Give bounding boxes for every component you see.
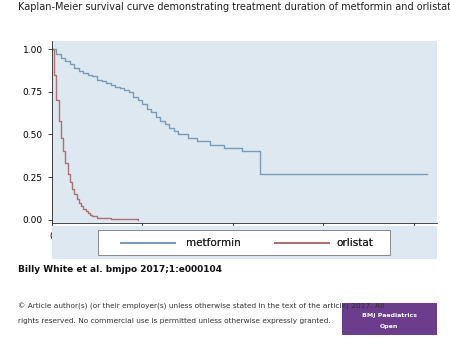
Text: orlistat: orlistat: [337, 238, 374, 247]
X-axis label: Drug duration (months): Drug duration (months): [182, 245, 306, 255]
Text: Billy White et al. bmjpo 2017;1:e000104: Billy White et al. bmjpo 2017;1:e000104: [18, 265, 222, 274]
Text: © Article author(s) (or their employer(s) unless otherwise stated in the text of: © Article author(s) (or their employer(s…: [18, 303, 384, 310]
Text: rights reserved. No commercial use is permitted unless otherwise expressly grant: rights reserved. No commercial use is pe…: [18, 318, 331, 324]
Text: Open: Open: [380, 324, 398, 329]
Bar: [98, 230, 390, 256]
Text: orlistat: orlistat: [337, 238, 374, 247]
Text: metformin: metformin: [186, 238, 241, 247]
Text: metformin: metformin: [186, 238, 241, 247]
Text: Kaplan-Meier survival curve demonstrating treatment duration of metformin and or: Kaplan-Meier survival curve demonstratin…: [18, 2, 450, 12]
Text: BMJ Paediatrics: BMJ Paediatrics: [362, 313, 417, 318]
